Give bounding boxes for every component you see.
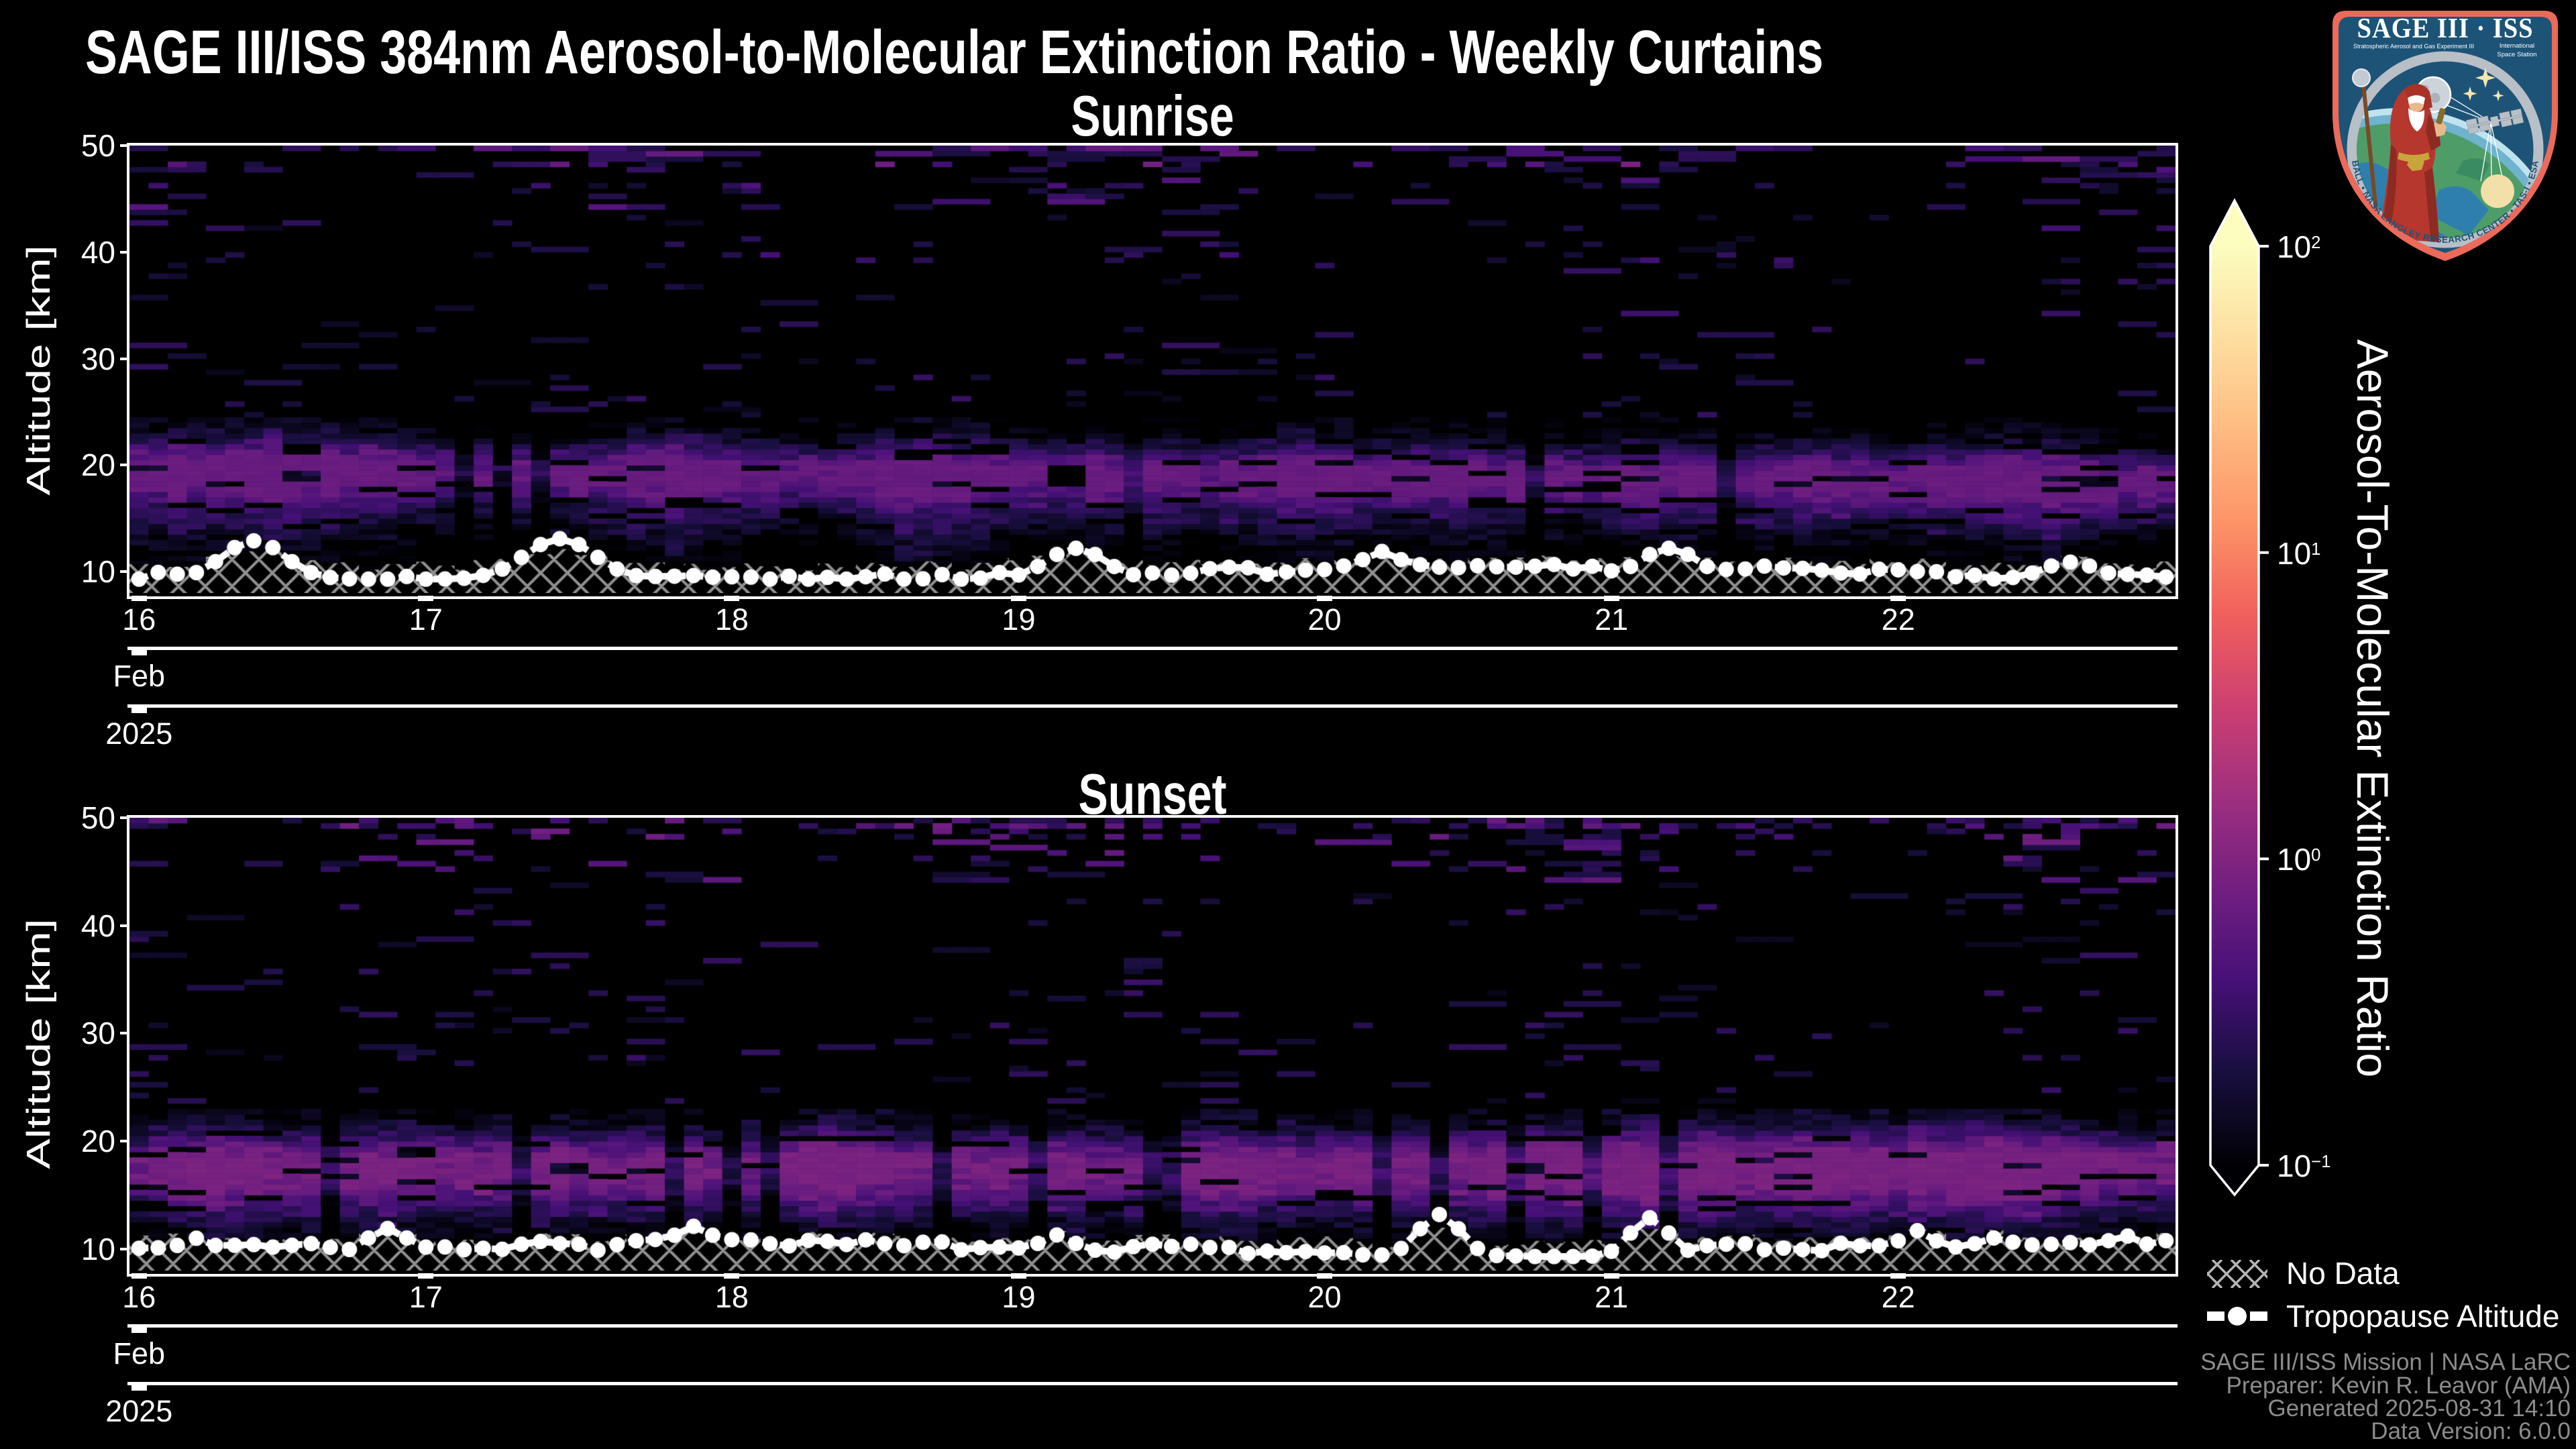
svg-text:International: International (2500, 42, 2534, 50)
svg-text:Space Station: Space Station (2497, 51, 2536, 58)
svg-text:SAGE III · ISS: SAGE III · ISS (2357, 13, 2533, 44)
svg-text:Stratospheric Aerosol and Gas: Stratospheric Aerosol and Gas Experiment… (2353, 43, 2474, 50)
